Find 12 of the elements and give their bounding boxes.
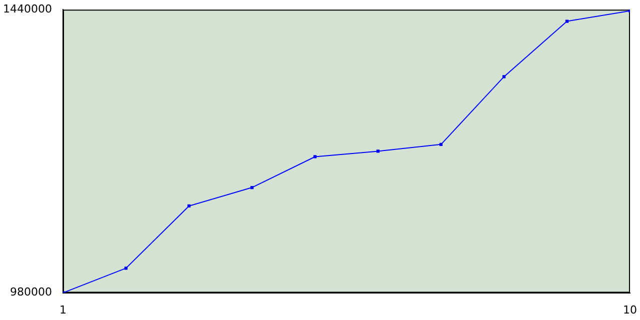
- point: [187, 204, 191, 208]
- y-tick-label: 980000: [10, 286, 52, 299]
- x-tick-label: 1: [59, 303, 66, 316]
- point: [565, 20, 569, 23]
- point: [250, 186, 254, 190]
- y-tick-label: 1440000: [2, 2, 52, 16]
- point: [313, 155, 317, 158]
- point: [439, 142, 443, 146]
- point: [502, 75, 506, 78]
- point: [376, 150, 380, 153]
- point: [124, 266, 128, 270]
- x-tick-label: 10: [623, 303, 637, 316]
